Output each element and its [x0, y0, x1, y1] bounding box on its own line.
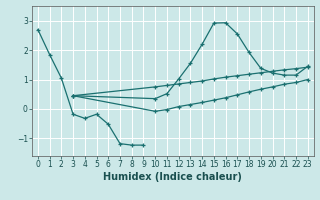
X-axis label: Humidex (Indice chaleur): Humidex (Indice chaleur)	[103, 172, 242, 182]
